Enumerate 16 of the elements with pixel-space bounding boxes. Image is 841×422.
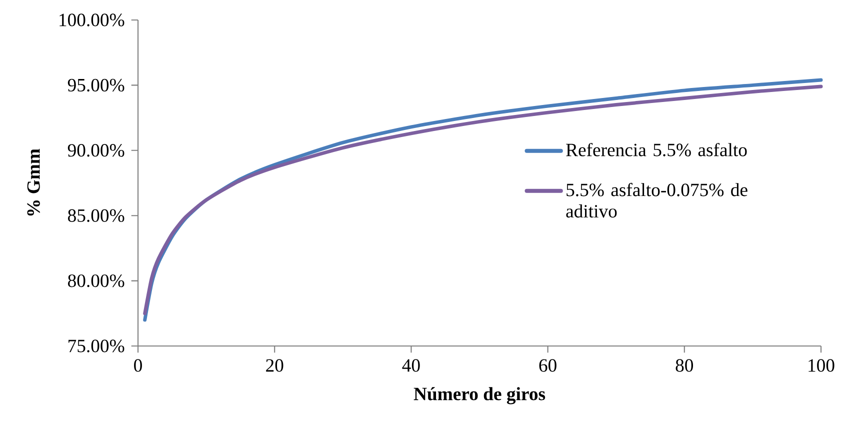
y-tick-label: 95.00% [68, 78, 124, 92]
legend-label: 5.5% asfalto-0.075% de aditivo [566, 182, 748, 218]
y-tick-label: 85.00% [68, 209, 124, 222]
y-tick-label: 80.00% [68, 274, 124, 288]
x-axis-title: Número de giros [414, 387, 546, 404]
y-tick-label: 75.00% [68, 340, 124, 352]
x-tick-label: 100 [808, 359, 834, 372]
legend-label: Referencia 5.5% asfalto [566, 142, 747, 156]
y-tick-label: 90.00% [68, 144, 124, 157]
x-tick-label: 80 [676, 359, 694, 372]
x-tick-label: 0 [134, 359, 142, 372]
x-tick-label: 40 [402, 359, 420, 372]
x-tick-label: 60 [539, 359, 556, 372]
x-tick-label: 20 [266, 359, 284, 372]
y-axis-title: % Gmm [27, 148, 40, 216]
y-tick-label: 100.00% [60, 14, 124, 26]
